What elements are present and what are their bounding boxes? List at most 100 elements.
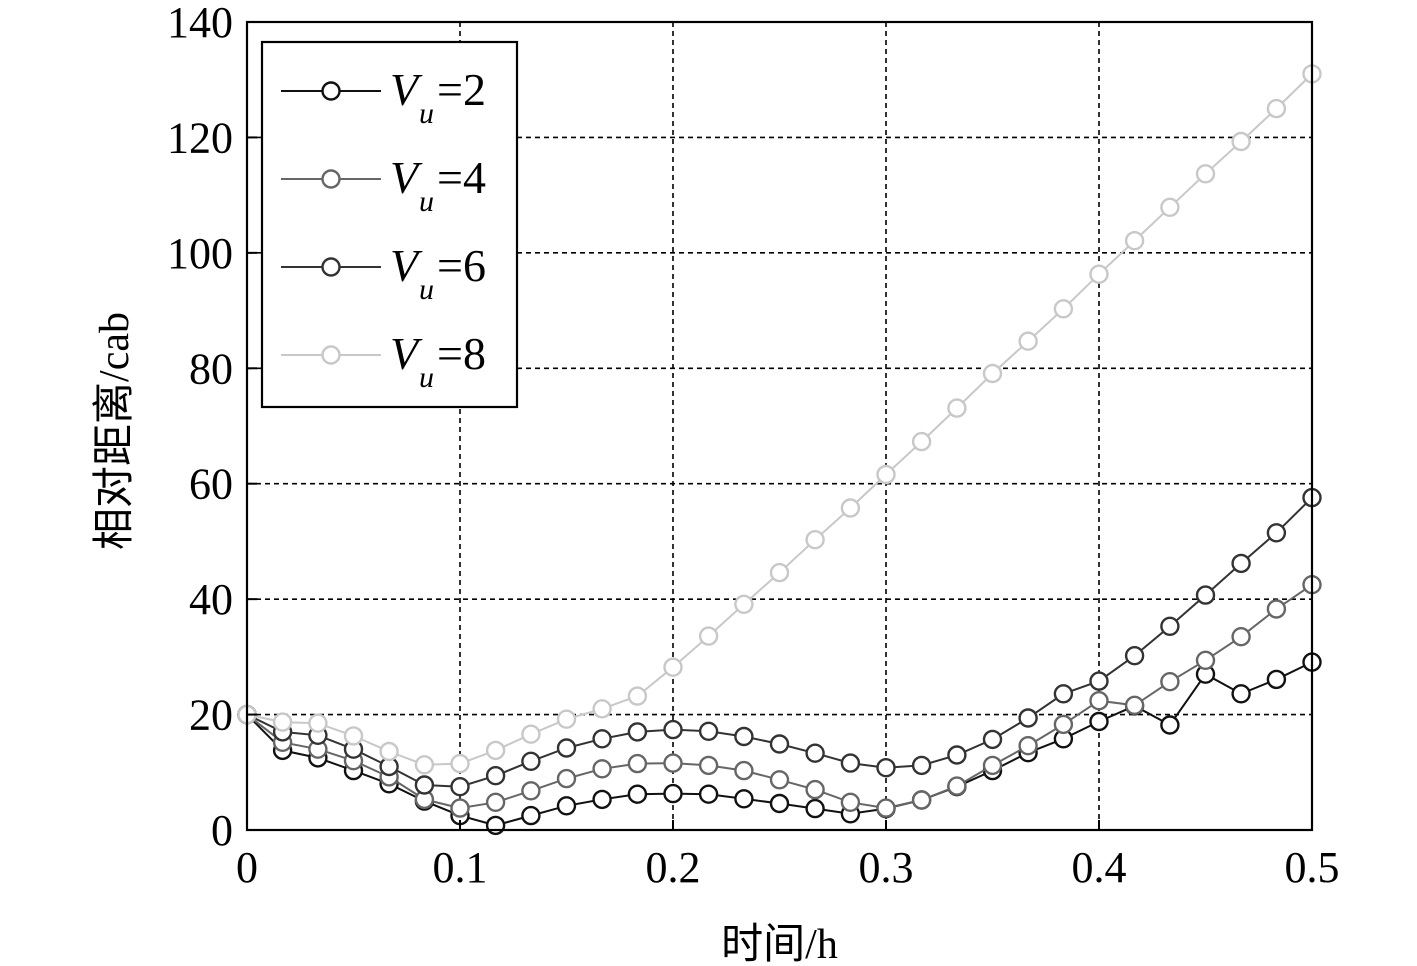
x-tick-label: 0.3 bbox=[859, 843, 914, 892]
legend-value: =8 bbox=[437, 328, 486, 379]
grid-lines bbox=[247, 22, 1312, 830]
data-point bbox=[485, 740, 506, 761]
data-point bbox=[1266, 98, 1287, 119]
data-point bbox=[1231, 553, 1251, 574]
data-point bbox=[840, 753, 861, 773]
data-point bbox=[272, 712, 293, 732]
x-tick-label: 0.4 bbox=[1072, 843, 1127, 892]
series-2 bbox=[237, 575, 1322, 818]
data-point bbox=[1231, 131, 1251, 152]
data-point bbox=[485, 815, 506, 836]
data-point bbox=[876, 464, 896, 485]
data-point bbox=[1124, 646, 1145, 666]
legend-label: V bbox=[390, 64, 423, 115]
legend-value: =6 bbox=[437, 240, 486, 291]
data-point bbox=[734, 760, 754, 781]
data-point bbox=[556, 738, 577, 758]
data-point bbox=[450, 798, 470, 818]
y-tick-label: 80 bbox=[189, 344, 233, 393]
x-tick-label: 0 bbox=[236, 843, 258, 892]
y-tick-label: 20 bbox=[189, 691, 233, 740]
legend-subscript: u bbox=[419, 361, 434, 394]
data-point bbox=[805, 530, 825, 550]
y-tick-label: 60 bbox=[189, 460, 233, 509]
data-point bbox=[947, 776, 967, 796]
data-point bbox=[663, 719, 683, 740]
data-point bbox=[1195, 164, 1216, 184]
data-point bbox=[521, 781, 541, 801]
data-point bbox=[876, 758, 896, 778]
plot-frame bbox=[245, 20, 1314, 832]
data-point bbox=[1266, 669, 1287, 690]
legend-subscript: u bbox=[419, 273, 434, 306]
axis-ticks bbox=[246, 21, 1313, 831]
data-point bbox=[1124, 230, 1145, 251]
data-point bbox=[663, 753, 683, 773]
legend-box bbox=[260, 40, 519, 409]
legend-marker bbox=[321, 169, 341, 189]
data-point bbox=[450, 753, 470, 774]
data-point bbox=[805, 743, 825, 763]
data-point bbox=[556, 768, 577, 789]
x-tick-label: 0.5 bbox=[1285, 843, 1340, 892]
data-point bbox=[1195, 650, 1216, 670]
data-point bbox=[734, 594, 754, 614]
data-point bbox=[556, 709, 577, 729]
data-point bbox=[1124, 695, 1145, 715]
data-point bbox=[698, 784, 719, 804]
data-point bbox=[769, 793, 790, 814]
data-point bbox=[698, 721, 719, 741]
data-point bbox=[734, 789, 754, 809]
data-point bbox=[911, 431, 932, 452]
y-tick-label: 0 bbox=[211, 806, 233, 855]
data-point bbox=[947, 398, 967, 418]
data-point bbox=[379, 741, 399, 762]
data-point bbox=[1089, 711, 1109, 732]
legend-marker bbox=[321, 81, 341, 101]
data-point bbox=[1018, 736, 1038, 756]
data-point bbox=[840, 792, 861, 812]
data-point bbox=[627, 722, 648, 742]
data-point bbox=[840, 498, 861, 518]
data-point bbox=[1160, 715, 1180, 735]
x-tick-label: 0.2 bbox=[646, 843, 701, 892]
legend-label: V bbox=[390, 328, 423, 379]
data-point bbox=[663, 783, 683, 804]
data-point bbox=[592, 789, 612, 810]
y-tick-label: 140 bbox=[167, 0, 233, 47]
data-point bbox=[1160, 672, 1180, 692]
data-point bbox=[592, 699, 612, 719]
data-point bbox=[1053, 684, 1074, 704]
data-point bbox=[698, 626, 719, 646]
data-point bbox=[876, 798, 896, 818]
y-tick-label: 40 bbox=[189, 575, 233, 624]
x-axis-label: 时间/h bbox=[721, 922, 838, 966]
data-point bbox=[1018, 331, 1038, 351]
series-layer bbox=[237, 64, 1322, 836]
data-point bbox=[734, 726, 754, 747]
x-tick-label: 0.1 bbox=[433, 843, 488, 892]
data-point bbox=[521, 805, 541, 826]
legend-label: V bbox=[390, 240, 423, 291]
data-point bbox=[414, 755, 435, 775]
data-point bbox=[1089, 691, 1109, 711]
data-point bbox=[343, 726, 364, 746]
data-point bbox=[1089, 264, 1109, 284]
legend-marker bbox=[321, 257, 341, 277]
data-point bbox=[1053, 714, 1074, 735]
data-point bbox=[485, 792, 506, 812]
legend-subscript: u bbox=[419, 97, 434, 130]
legend-value: =4 bbox=[437, 152, 486, 203]
data-point bbox=[769, 562, 790, 583]
data-point bbox=[911, 790, 932, 810]
data-point bbox=[982, 729, 1003, 750]
data-point bbox=[627, 753, 648, 774]
data-point bbox=[1160, 616, 1180, 636]
series-4 bbox=[237, 64, 1322, 775]
data-point bbox=[663, 657, 683, 677]
